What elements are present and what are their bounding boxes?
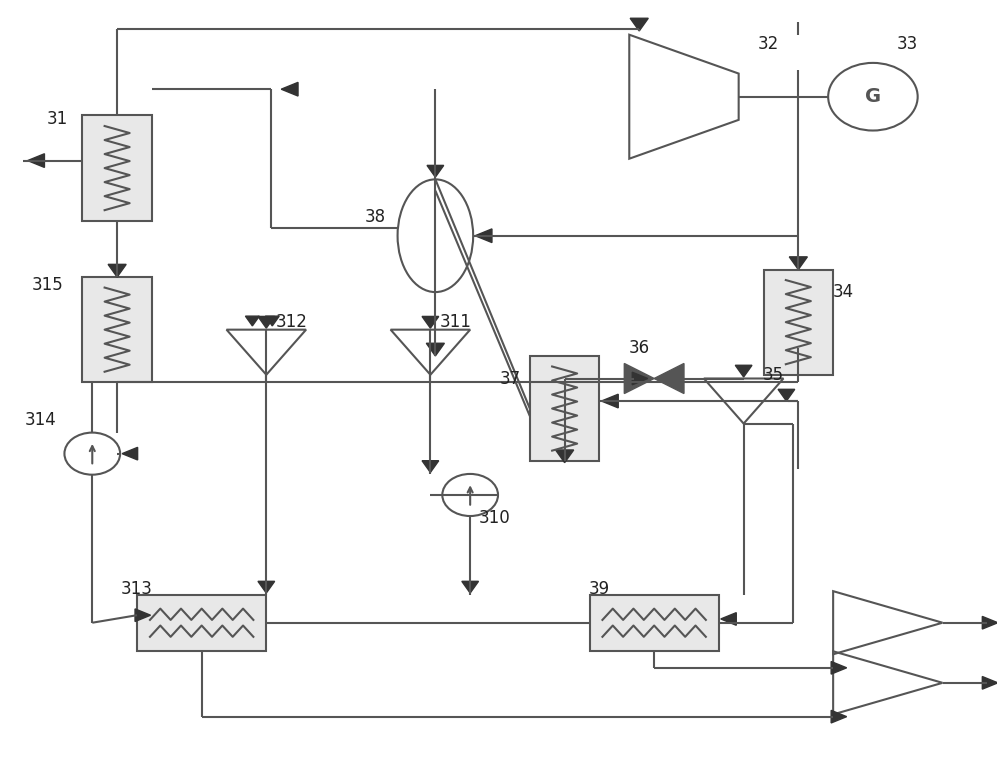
Bar: [764, 269, 833, 375]
Polygon shape: [735, 366, 752, 377]
Text: 315: 315: [32, 276, 63, 294]
Text: 314: 314: [25, 411, 56, 428]
Polygon shape: [422, 461, 439, 472]
Polygon shape: [245, 316, 259, 326]
Polygon shape: [982, 677, 998, 689]
Text: G: G: [865, 87, 881, 106]
Polygon shape: [258, 581, 275, 593]
Polygon shape: [654, 363, 684, 394]
Polygon shape: [475, 229, 492, 242]
Text: 311: 311: [439, 313, 471, 331]
Polygon shape: [721, 612, 736, 625]
Text: 310: 310: [479, 509, 511, 527]
Polygon shape: [632, 372, 648, 385]
Bar: [590, 594, 719, 651]
Polygon shape: [789, 257, 807, 269]
Polygon shape: [831, 710, 847, 723]
Polygon shape: [265, 316, 279, 326]
Bar: [82, 116, 152, 221]
Polygon shape: [426, 343, 444, 356]
Polygon shape: [122, 447, 138, 460]
Polygon shape: [624, 363, 654, 394]
Bar: [82, 277, 152, 382]
Polygon shape: [462, 581, 479, 593]
Text: 312: 312: [275, 313, 307, 331]
Polygon shape: [982, 616, 998, 629]
Polygon shape: [831, 662, 847, 674]
Polygon shape: [135, 609, 151, 621]
Polygon shape: [108, 264, 126, 277]
Polygon shape: [601, 394, 618, 408]
Text: 31: 31: [47, 111, 68, 128]
Ellipse shape: [398, 179, 473, 292]
Text: 38: 38: [365, 208, 386, 226]
Text: 34: 34: [833, 283, 854, 301]
Text: 32: 32: [758, 35, 779, 53]
Text: 35: 35: [763, 366, 784, 384]
Text: 313: 313: [121, 580, 153, 598]
Bar: [137, 594, 266, 651]
Circle shape: [442, 474, 498, 516]
Polygon shape: [258, 316, 275, 328]
Polygon shape: [556, 450, 574, 463]
Polygon shape: [778, 389, 795, 401]
Text: 39: 39: [589, 580, 610, 598]
Polygon shape: [630, 18, 648, 31]
Polygon shape: [28, 154, 44, 167]
Circle shape: [64, 432, 120, 475]
Bar: [530, 356, 599, 461]
Text: 33: 33: [897, 35, 918, 53]
Text: 37: 37: [499, 369, 521, 388]
Polygon shape: [281, 83, 298, 96]
Circle shape: [828, 63, 918, 130]
Polygon shape: [422, 316, 439, 328]
Text: 36: 36: [629, 339, 650, 357]
Polygon shape: [427, 165, 444, 177]
